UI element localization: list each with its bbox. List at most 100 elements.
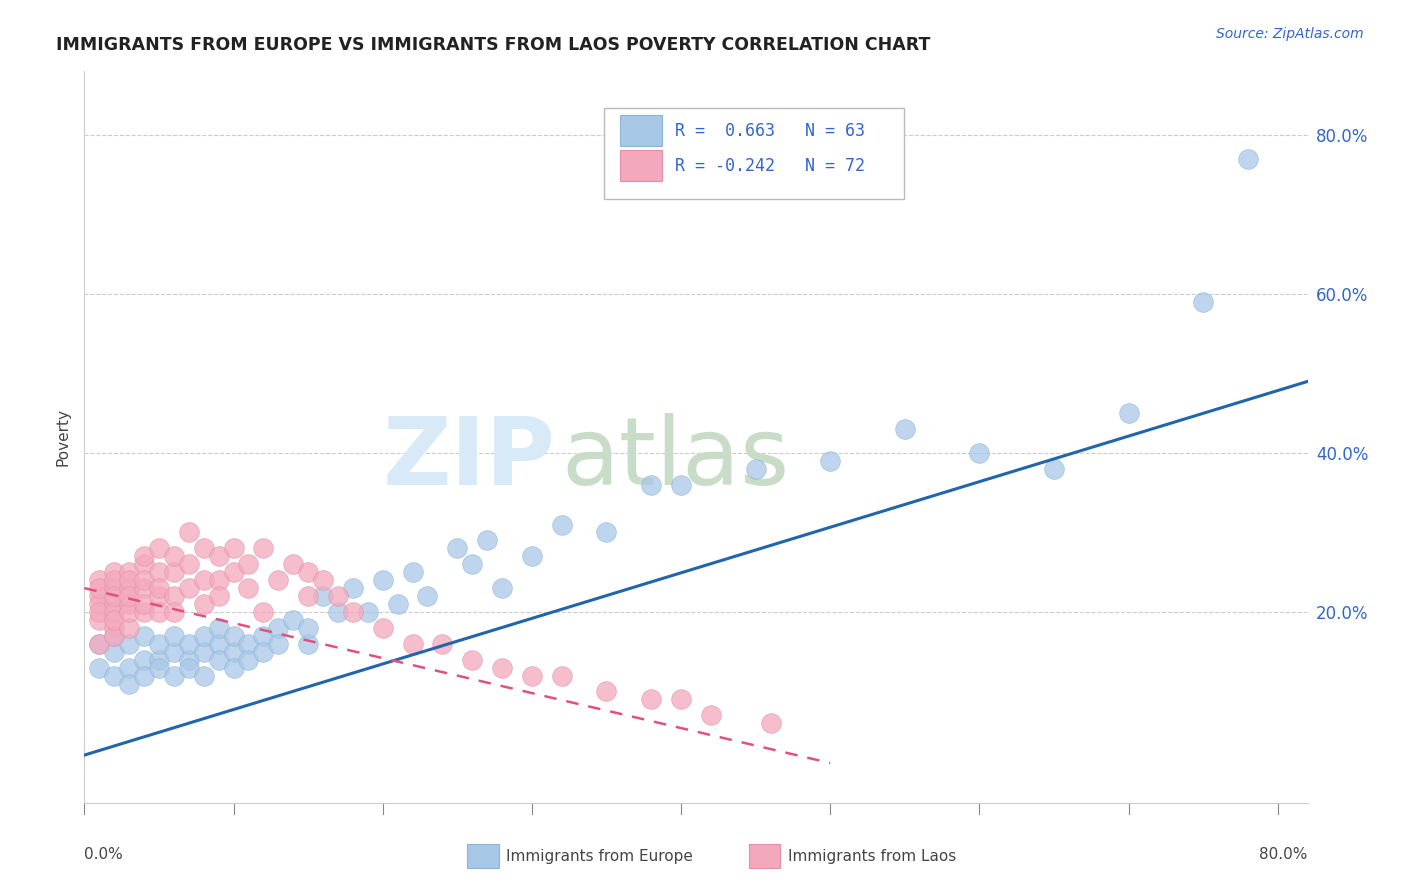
Point <box>103 668 125 682</box>
Point <box>475 533 498 548</box>
Point <box>297 566 319 580</box>
Point <box>103 581 125 595</box>
Point <box>163 629 186 643</box>
Point <box>103 566 125 580</box>
Text: 0.0%: 0.0% <box>84 847 124 862</box>
Point <box>118 581 141 595</box>
Point <box>207 637 229 651</box>
Point <box>297 589 319 603</box>
Point <box>163 589 186 603</box>
Point <box>371 573 394 587</box>
Point <box>640 477 662 491</box>
Point <box>401 637 423 651</box>
Point <box>89 637 111 651</box>
Point <box>238 558 260 572</box>
Point <box>267 637 290 651</box>
Point <box>177 653 200 667</box>
Text: IMMIGRANTS FROM EUROPE VS IMMIGRANTS FROM LAOS POVERTY CORRELATION CHART: IMMIGRANTS FROM EUROPE VS IMMIGRANTS FRO… <box>56 36 931 54</box>
Point <box>148 581 170 595</box>
Point <box>148 541 170 556</box>
Point <box>669 692 692 706</box>
Point <box>222 660 245 674</box>
Point <box>132 573 155 587</box>
Point <box>461 558 484 572</box>
Point <box>461 653 484 667</box>
Point <box>326 589 349 603</box>
Point <box>700 708 723 723</box>
Text: R = -0.242   N = 72: R = -0.242 N = 72 <box>675 157 865 175</box>
Point <box>148 605 170 619</box>
Point <box>163 566 186 580</box>
Point <box>446 541 468 556</box>
Point <box>342 581 364 595</box>
Text: 80.0%: 80.0% <box>1260 847 1308 862</box>
Point <box>132 653 155 667</box>
Point <box>297 637 319 651</box>
Point <box>669 477 692 491</box>
FancyBboxPatch shape <box>620 115 662 146</box>
Point <box>207 573 229 587</box>
Text: Immigrants from Europe: Immigrants from Europe <box>506 848 693 863</box>
Point <box>818 454 841 468</box>
Point <box>89 660 111 674</box>
Point <box>177 581 200 595</box>
Point <box>193 597 215 611</box>
Point <box>267 573 290 587</box>
Point <box>357 605 380 619</box>
Point <box>132 597 155 611</box>
Point <box>148 637 170 651</box>
Point <box>103 629 125 643</box>
Text: Immigrants from Laos: Immigrants from Laos <box>787 848 956 863</box>
Point <box>207 549 229 564</box>
Point <box>118 589 141 603</box>
Point <box>118 676 141 690</box>
Point <box>342 605 364 619</box>
Point <box>103 573 125 587</box>
Point <box>163 549 186 564</box>
Point <box>163 668 186 682</box>
Point <box>1237 152 1260 166</box>
Point <box>148 566 170 580</box>
Point <box>432 637 454 651</box>
Point <box>297 621 319 635</box>
Point <box>401 566 423 580</box>
Point <box>89 573 111 587</box>
Point <box>193 668 215 682</box>
Point <box>89 613 111 627</box>
Point <box>595 684 617 698</box>
Point <box>1043 462 1066 476</box>
Point <box>969 446 991 460</box>
Point <box>222 566 245 580</box>
Point <box>252 645 274 659</box>
Text: ZIP: ZIP <box>382 413 555 505</box>
Point <box>222 645 245 659</box>
Point <box>894 422 917 436</box>
Point <box>103 629 125 643</box>
Point <box>148 653 170 667</box>
Point <box>163 605 186 619</box>
Point <box>267 621 290 635</box>
Point <box>1192 294 1215 309</box>
Point <box>103 645 125 659</box>
Point <box>207 621 229 635</box>
Point <box>118 566 141 580</box>
Point <box>283 613 305 627</box>
Point <box>520 668 543 682</box>
Point <box>326 605 349 619</box>
Point <box>193 573 215 587</box>
Point <box>520 549 543 564</box>
Point <box>551 517 574 532</box>
Point <box>193 629 215 643</box>
FancyBboxPatch shape <box>748 845 780 868</box>
Point <box>132 549 155 564</box>
Point <box>177 637 200 651</box>
Point <box>491 660 513 674</box>
Point <box>118 605 141 619</box>
Text: R =  0.663   N = 63: R = 0.663 N = 63 <box>675 121 865 140</box>
Point <box>252 541 274 556</box>
Point <box>103 589 125 603</box>
Point <box>89 581 111 595</box>
Point <box>89 597 111 611</box>
Point <box>222 629 245 643</box>
Point <box>89 605 111 619</box>
